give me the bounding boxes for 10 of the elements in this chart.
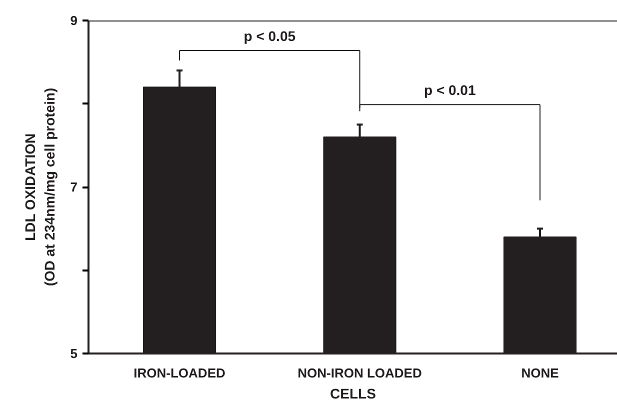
x-axis-title: CELLS	[330, 386, 376, 402]
x-tick-label: NON-IRON LOADED	[298, 366, 422, 380]
y-tick-label: 7	[70, 180, 78, 194]
x-tick-label: NONE	[521, 366, 560, 380]
annotation: p < 0.01	[424, 82, 476, 98]
y-tick-label: 5	[70, 346, 78, 361]
y-tick-label: 9	[70, 13, 78, 28]
x-tick-label: IRON-LOADED	[134, 366, 226, 380]
annotation: p < 0.05	[244, 28, 296, 44]
y-axis-title: LDL OXIDATION (OD at 234nm/mg cell protein)	[22, 88, 58, 286]
